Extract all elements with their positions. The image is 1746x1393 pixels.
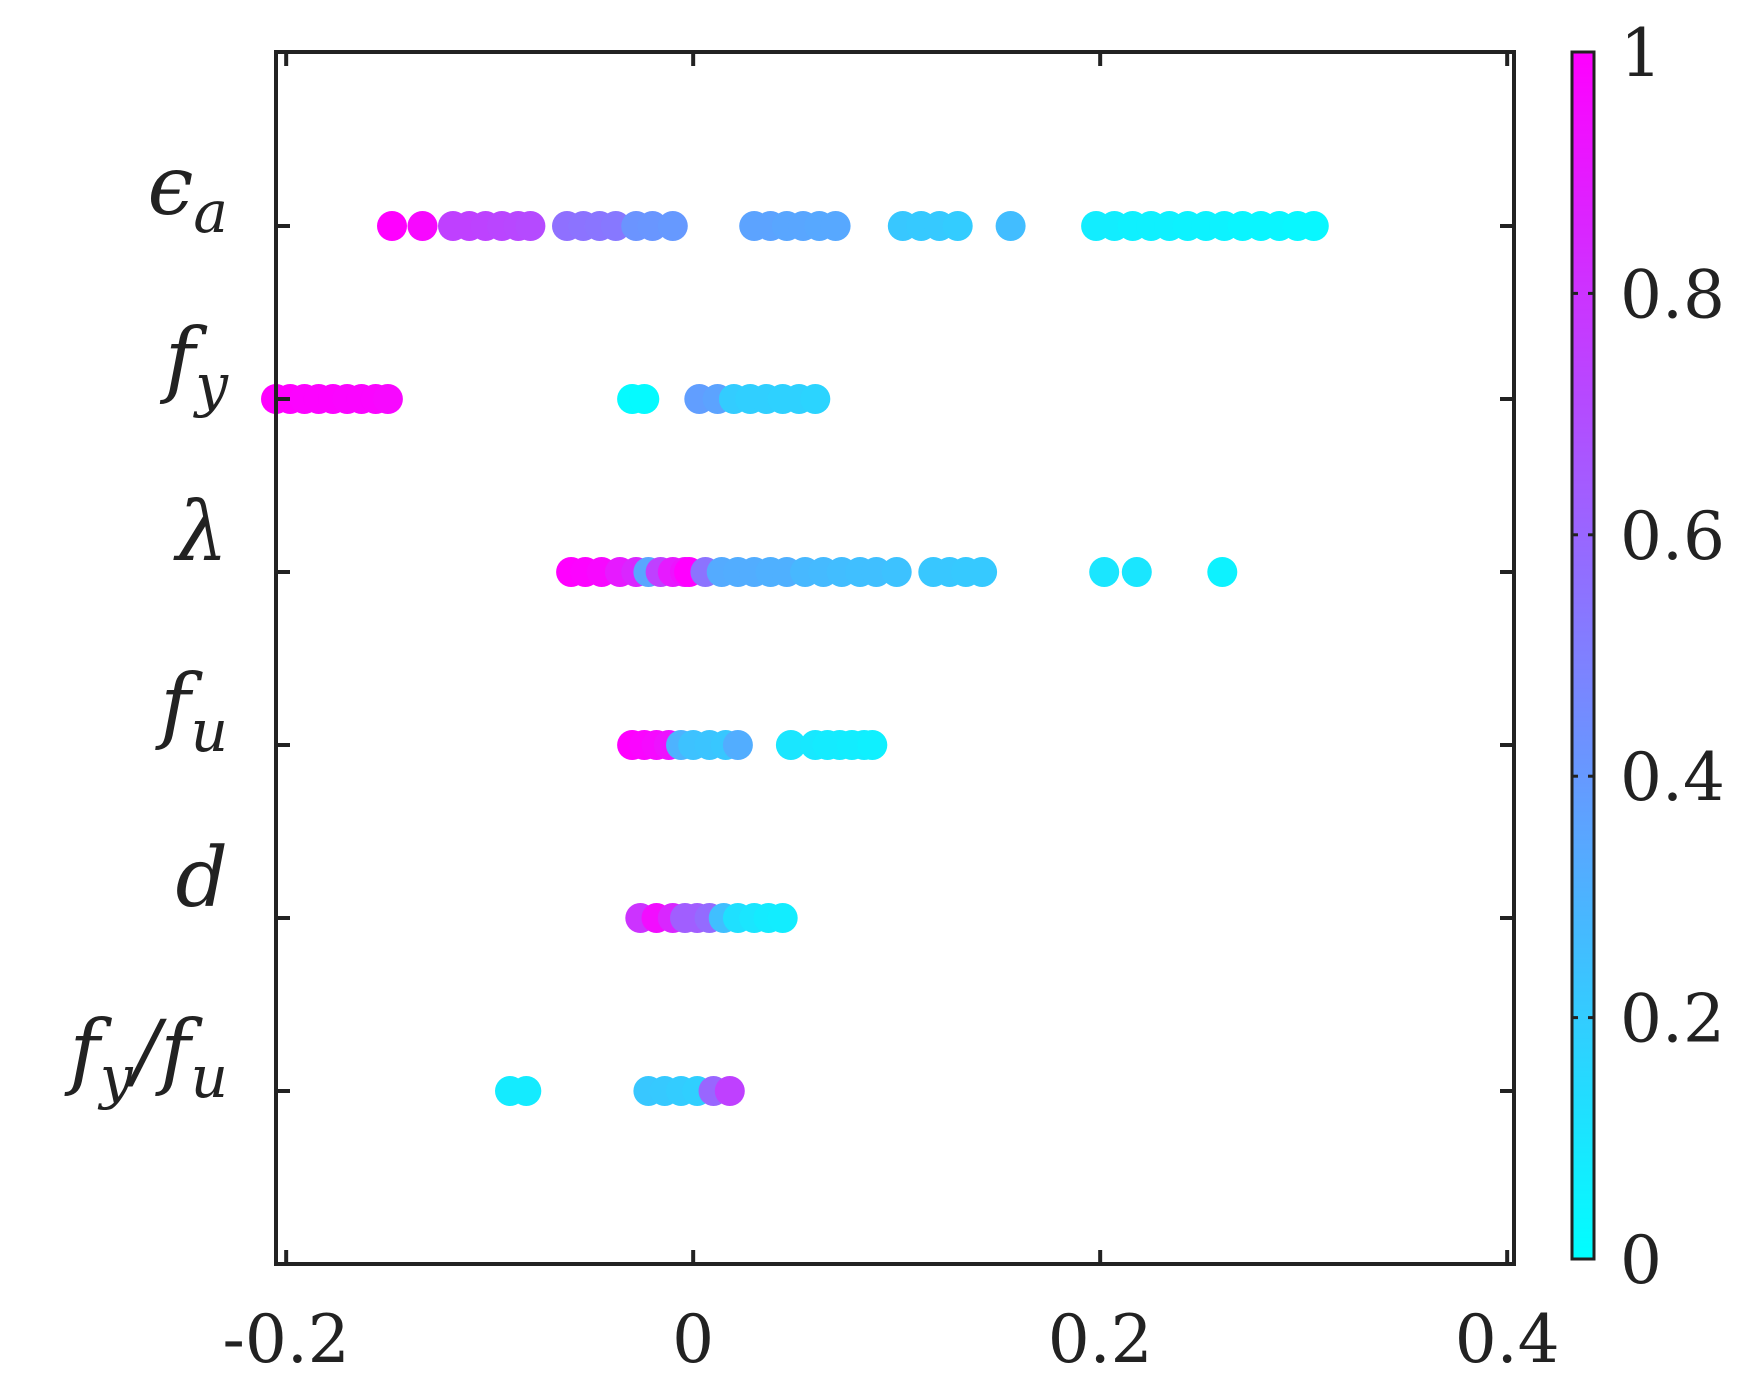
- data-point-fy: [629, 384, 660, 414]
- colorbar-tick-label: 0.4: [1620, 739, 1725, 816]
- data-point-ea: [515, 211, 546, 241]
- y-category-label-fy: fy: [159, 312, 229, 419]
- data-point-fu: [722, 730, 753, 760]
- data-point-ea: [657, 211, 688, 241]
- y-category-label-fu: fu: [154, 658, 228, 765]
- data-point-lam: [1207, 557, 1238, 587]
- data-point-fyfu: [714, 1076, 745, 1106]
- x-tick-label: 0.2: [1048, 1301, 1153, 1378]
- colorbar-tick-label: 0.6: [1620, 498, 1725, 575]
- colorbar-tick-label: 0: [1620, 1222, 1662, 1299]
- y-axis: ϵa fy λ fu d fy/fu: [64, 139, 1514, 1111]
- data-point-fu: [775, 730, 806, 760]
- data-point-d: [767, 903, 798, 933]
- points-layer: [261, 211, 1329, 1106]
- x-tick-label: 0.4: [1455, 1301, 1560, 1378]
- colorbar-tick-label: 1: [1620, 15, 1662, 92]
- data-point-ea: [820, 211, 851, 241]
- colorbar: 0 0.2 0.4 0.6 0.8 1: [1570, 15, 1725, 1299]
- data-point-fu: [857, 730, 888, 760]
- plot-frame: [274, 50, 1516, 1266]
- data-point-ea: [942, 211, 973, 241]
- y-category-label-lam: λ: [173, 485, 228, 580]
- data-point-fy: [800, 384, 831, 414]
- data-point-lam: [967, 557, 998, 587]
- colorbar-gradient: [1570, 50, 1596, 1261]
- data-point-ea: [377, 211, 407, 241]
- data-point-ea: [407, 211, 438, 241]
- y-category-label-ea: ϵa: [147, 139, 228, 246]
- data-point-fyfu: [511, 1076, 542, 1106]
- colorbar-tick-label: 0.8: [1620, 256, 1725, 333]
- data-point-ea: [1298, 211, 1329, 241]
- data-point-fy: [372, 384, 403, 414]
- data-point-lam: [1089, 557, 1120, 587]
- y-category-label-fyfu: fy/fu: [64, 1004, 228, 1111]
- x-tick-label: 0: [672, 1301, 714, 1378]
- x-axis: -0.2 0 0.2 0.4: [223, 52, 1560, 1378]
- colorbar-tick-label: 0.2: [1620, 981, 1725, 1058]
- y-category-label-d: d: [176, 831, 229, 926]
- x-tick-label: -0.2: [223, 1301, 350, 1378]
- data-point-lam: [881, 557, 912, 587]
- data-point-ea: [995, 211, 1026, 241]
- data-point-lam: [1121, 557, 1152, 587]
